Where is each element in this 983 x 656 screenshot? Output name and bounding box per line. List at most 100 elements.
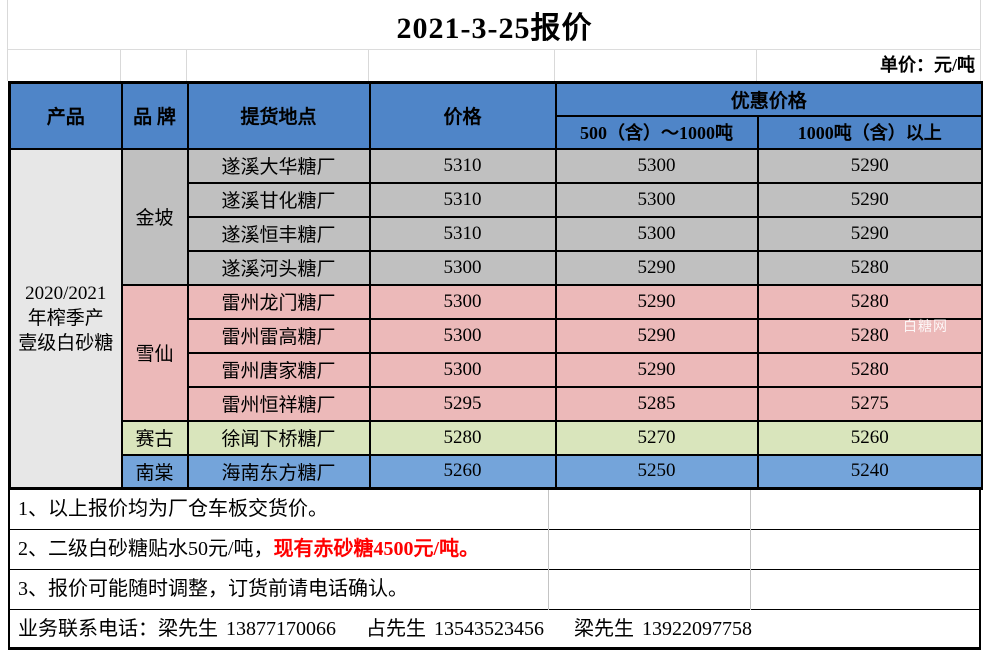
tier1-cell: 5290 (554, 351, 759, 388)
gridline (548, 530, 549, 570)
tier2-cell: 5290 (756, 215, 983, 252)
tier1-cell: 5290 (554, 317, 759, 354)
unit-row: 单价：元/吨 (8, 50, 981, 81)
contact-phone: 13543523456 (434, 618, 544, 640)
product-line: 壹级白砂糖 (18, 332, 114, 354)
header-product: 产品 (8, 81, 123, 150)
header-brand: 品 牌 (120, 81, 189, 150)
tier1-cell: 5250 (554, 453, 759, 490)
tier1-cell: 5300 (554, 147, 759, 184)
gridline (554, 50, 555, 81)
gridline (756, 50, 757, 81)
header-row-2: 500（含）～1000吨 1000吨（含）以上 (10, 114, 983, 150)
table-row: 雷州雷高糖厂 5300 5290 5280 (10, 317, 983, 354)
contact-phone: 13922097758 (642, 618, 752, 640)
page-title: 2021-3-25报价 (396, 11, 593, 45)
gridline (750, 530, 751, 570)
gridline (368, 50, 369, 81)
price-cell: 5300 (368, 317, 557, 354)
product-line: 2020/2021 (25, 282, 107, 304)
contact-entry: 梁先生 13877170066 (158, 618, 336, 640)
location-cell: 遂溪大华糖厂 (186, 147, 371, 184)
title-row: 2021-3-25报价 (8, 0, 981, 50)
tier1-cell: 5270 (554, 419, 759, 456)
header-location: 提货地点 (186, 81, 371, 150)
header-tier1: 500（含）～1000吨 (554, 114, 759, 150)
note-text: 2、二级白砂糖贴水50元/吨， (18, 538, 274, 560)
contact-name: 梁先生 (158, 618, 218, 640)
product-cell: 2020/2021 年榨季产 壹级白砂糖 (8, 147, 123, 490)
location-cell: 海南东方糖厂 (186, 453, 371, 490)
tier2-cell: 5240 (756, 453, 983, 490)
table-row: 遂溪河头糖厂 5300 5290 5280 (10, 249, 983, 286)
table-row: 遂溪恒丰糖厂 5310 5300 5290 (10, 215, 983, 252)
table-row: 南棠 海南东方糖厂 5260 5250 5240 (10, 453, 983, 490)
contact-label: 业务联系电话： (18, 618, 158, 640)
tier2-cell: 5280 (756, 249, 983, 286)
table-row: 2020/2021 年榨季产 壹级白砂糖 金坡 遂溪大华糖厂 5310 5300… (8, 147, 983, 490)
header-tier2: 1000吨（含）以上 (756, 114, 983, 150)
price-cell: 5260 (368, 453, 557, 490)
gridline (750, 570, 751, 610)
price-cell: 5280 (368, 419, 557, 456)
header-price: 价格 (368, 81, 557, 150)
price-cell: 5295 (368, 385, 557, 422)
product-line: 年榨季产 (27, 307, 104, 329)
brand-cell-xuexian: 雪仙 (120, 283, 189, 422)
price-cell: 5310 (368, 215, 557, 252)
tier2-cell: 5290 (756, 181, 983, 218)
note-text: 1、以上报价均为厂仓车板交货价。 (18, 498, 328, 520)
left-gridline (7, 0, 8, 81)
table-row: 雷州恒祥糖厂 5295 5285 5275 (10, 385, 983, 422)
tier1-cell: 5300 (554, 215, 759, 252)
table-row: 遂溪甘化糖厂 5310 5300 5290 (10, 181, 983, 218)
tier2-cell: 5280 (756, 283, 983, 320)
tier2-cell: 5290 (756, 147, 983, 184)
header-discount: 优惠价格 (554, 81, 983, 117)
tier2-cell: 5260 (756, 419, 983, 456)
unit-label: 单价：元/吨 (879, 55, 975, 75)
gridline (186, 50, 187, 81)
price-cell: 5300 (368, 249, 557, 286)
price-cell: 5300 (368, 351, 557, 388)
contact-entry: 占先生 13543523456 (366, 618, 544, 640)
gridline (548, 570, 549, 610)
gridline (750, 490, 751, 530)
gridline (548, 490, 549, 530)
contact-row: 业务联系电话：梁先生 13877170066 占先生 13543523456 梁先生 13… (10, 610, 979, 650)
note-2: 2、二级白砂糖贴水50元/吨，现有赤砂糖4500元/吨。 (10, 530, 979, 570)
location-cell: 徐闻下桥糖厂 (186, 419, 371, 456)
contact-entry: 梁先生 13922097758 (574, 618, 752, 640)
right-gridline (980, 0, 981, 81)
table-row: 雪仙 雷州龙门糖厂 5300 5290 5280 (10, 283, 983, 422)
location-cell: 雷州龙门糖厂 (186, 283, 371, 320)
location-cell: 遂溪甘化糖厂 (186, 181, 371, 218)
note-highlight-red: 现有赤砂糖4500元/吨。 (273, 538, 480, 560)
watermark: 白糖网 (903, 318, 948, 334)
tier1-cell: 5290 (554, 283, 759, 320)
tier2-cell: 5280 (756, 351, 983, 388)
price-cell: 5310 (368, 181, 557, 218)
note-text: 3、报价可能随时调整，订货前请电话确认。 (18, 578, 408, 600)
brand-cell-nantang: 南棠 (120, 453, 189, 490)
contact-name: 占先生 (366, 618, 426, 640)
location-cell: 雷州恒祥糖厂 (186, 385, 371, 422)
table-row: 雷州唐家糖厂 5300 5290 5280 (10, 351, 983, 388)
brand-cell-saigu: 赛古 (120, 419, 189, 456)
location-cell: 遂溪河头糖厂 (186, 249, 371, 286)
notes-section: 1、以上报价均为厂仓车板交货价。 2、二级白砂糖贴水50元/吨，现有赤砂糖450… (8, 490, 981, 650)
location-cell: 遂溪恒丰糖厂 (186, 215, 371, 252)
header-row-1: 产品 品 牌 提货地点 价格 优惠价格 (8, 81, 983, 150)
contact-phone: 13877170066 (226, 618, 336, 640)
tier1-cell: 5300 (554, 181, 759, 218)
contact-name: 梁先生 (574, 618, 634, 640)
price-table: 产品 品 牌 提货地点 价格 优惠价格 500（含）～1000吨 1000吨（含… (8, 81, 983, 490)
location-cell: 雷州唐家糖厂 (186, 351, 371, 388)
tier1-cell: 5285 (554, 385, 759, 422)
brand-cell-jinpo: 金坡 (120, 147, 189, 286)
location-cell: 雷州雷高糖厂 (186, 317, 371, 354)
gridline (120, 50, 121, 81)
tier1-cell: 5290 (554, 249, 759, 286)
price-cell: 5300 (368, 283, 557, 320)
